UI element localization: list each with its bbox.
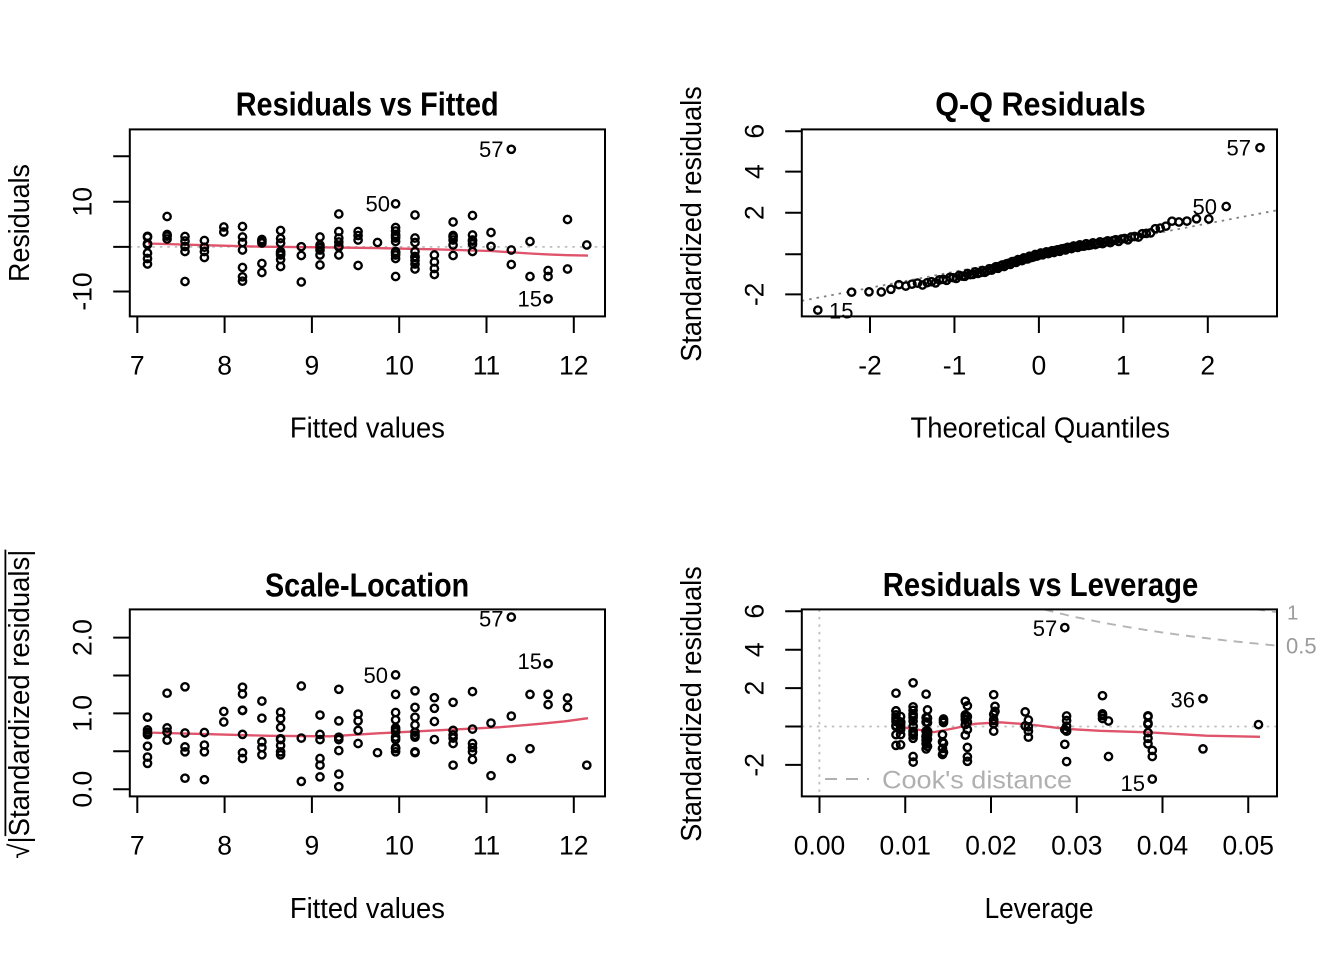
svg-text:2: 2 — [740, 681, 770, 696]
svg-text:0.0: 0.0 — [68, 771, 98, 808]
svg-text:15: 15 — [518, 649, 542, 674]
svg-text:0: 0 — [1032, 351, 1047, 381]
svg-text:0.04: 0.04 — [1137, 831, 1188, 861]
svg-text:57: 57 — [1227, 135, 1251, 160]
svg-text:50: 50 — [364, 663, 388, 688]
svg-text:15: 15 — [518, 287, 542, 312]
svg-text:-2: -2 — [858, 351, 882, 381]
svg-text:10: 10 — [384, 351, 413, 381]
svg-text:0.5: 0.5 — [1286, 634, 1317, 659]
svg-text:Standardized residuals: Standardized residuals — [676, 86, 708, 362]
svg-text:2: 2 — [1200, 351, 1215, 381]
svg-text:Residuals vs Fitted: Residuals vs Fitted — [236, 86, 499, 123]
svg-text:Q-Q Residuals: Q-Q Residuals — [935, 86, 1145, 123]
svg-text:57: 57 — [1033, 616, 1057, 641]
svg-text:50: 50 — [366, 191, 390, 216]
svg-text:0.01: 0.01 — [880, 831, 931, 861]
svg-text:0.02: 0.02 — [965, 831, 1016, 861]
svg-text:2.0: 2.0 — [68, 619, 98, 656]
svg-text:9: 9 — [305, 831, 320, 861]
svg-text:1.0: 1.0 — [68, 695, 98, 732]
svg-text:0.05: 0.05 — [1223, 831, 1274, 861]
svg-text:Fitted values: Fitted values — [290, 413, 445, 445]
svg-text:Standardized residuals: Standardized residuals — [676, 566, 708, 842]
svg-text:57: 57 — [479, 607, 503, 632]
svg-text:0.03: 0.03 — [1051, 831, 1102, 861]
svg-text:8: 8 — [217, 831, 232, 861]
svg-text:1: 1 — [1116, 351, 1131, 381]
svg-text:7: 7 — [130, 351, 145, 381]
svg-text:Residuals: Residuals — [4, 164, 36, 282]
svg-text:8: 8 — [217, 351, 232, 381]
svg-text:15: 15 — [1121, 771, 1145, 796]
svg-text:11: 11 — [473, 831, 501, 861]
svg-text:Theoretical Quantiles: Theoretical Quantiles — [910, 413, 1170, 445]
svg-text:4: 4 — [740, 164, 770, 179]
svg-text:10: 10 — [68, 187, 98, 216]
svg-text:9: 9 — [305, 351, 320, 381]
svg-text:6: 6 — [740, 124, 770, 139]
svg-text:-1: -1 — [943, 351, 967, 381]
svg-text:Cook's distance: Cook's distance — [882, 767, 1072, 795]
svg-text:7: 7 — [130, 831, 145, 861]
svg-text:-10: -10 — [68, 272, 98, 310]
svg-text:Leverage: Leverage — [985, 893, 1094, 925]
svg-text:2: 2 — [740, 205, 770, 220]
svg-text:36: 36 — [1171, 687, 1195, 712]
svg-text:12: 12 — [559, 831, 588, 861]
svg-text:Scale-Location: Scale-Location — [265, 566, 469, 603]
svg-text:10: 10 — [384, 831, 413, 861]
svg-text:6: 6 — [740, 604, 770, 619]
svg-text:4: 4 — [740, 642, 770, 657]
svg-text:12: 12 — [559, 351, 588, 381]
svg-text:15: 15 — [829, 298, 853, 323]
svg-text:Residuals vs Leverage: Residuals vs Leverage — [883, 566, 1199, 603]
svg-text:0.00: 0.00 — [794, 831, 845, 861]
svg-text:-2: -2 — [740, 753, 770, 777]
svg-text:50: 50 — [1193, 194, 1217, 219]
svg-text:57: 57 — [479, 137, 503, 162]
svg-text:11: 11 — [473, 351, 501, 381]
svg-text:√|Standardized residuals|: √|Standardized residuals| — [4, 550, 36, 859]
svg-text:-2: -2 — [740, 283, 770, 307]
svg-text:Fitted values: Fitted values — [290, 893, 445, 925]
svg-text:1: 1 — [1287, 602, 1298, 625]
